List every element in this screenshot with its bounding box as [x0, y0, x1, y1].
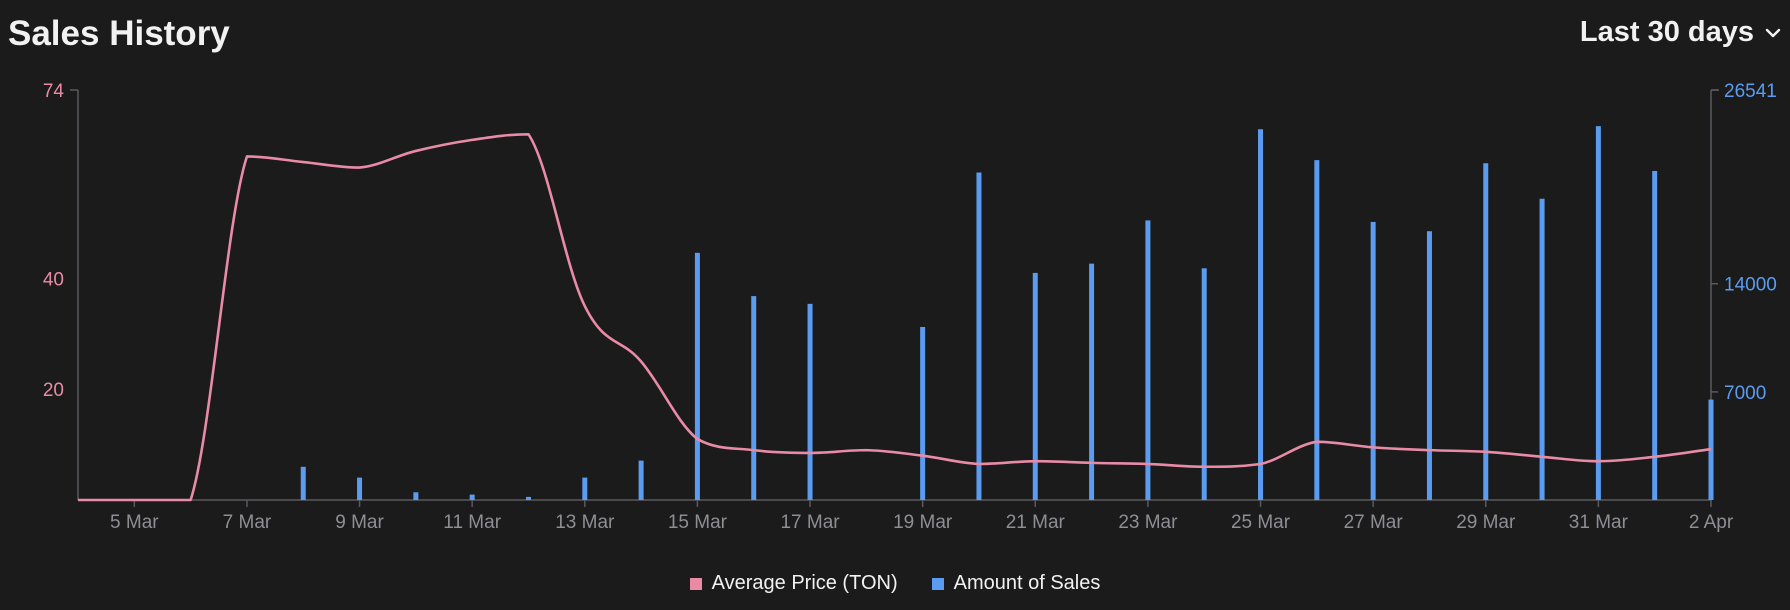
chart-legend: Average Price (TON) Amount of Sales: [0, 572, 1790, 595]
x-tick-label: 15 Mar: [668, 512, 728, 533]
y-left-tick-label: 20: [43, 380, 64, 401]
sales-bar: [357, 477, 363, 500]
sales-bar: [1426, 231, 1432, 500]
legend-label-sales: Amount of Sales: [953, 572, 1101, 594]
sales-bar: [1483, 163, 1489, 500]
sales-bar: [638, 460, 644, 500]
x-tick-label: 7 Mar: [223, 512, 272, 533]
legend-item-sales[interactable]: Amount of Sales: [931, 572, 1101, 595]
sales-bar: [1258, 129, 1264, 500]
x-tick-label: 13 Mar: [555, 512, 615, 533]
sales-bar: [1201, 268, 1207, 500]
x-tick-label: 5 Mar: [110, 512, 159, 533]
chevron-down-icon: [1765, 28, 1781, 37]
x-tick-label: 19 Mar: [893, 512, 953, 533]
sales-bar: [1032, 272, 1038, 500]
x-tick-label: 29 Mar: [1456, 512, 1516, 533]
x-tick-label: 25 Mar: [1231, 512, 1291, 533]
y-left-tick-label: 40: [43, 269, 64, 290]
x-tick-label: 23 Mar: [1118, 512, 1178, 533]
y-right-tick-label: 14000: [1724, 275, 1777, 296]
sales-bar: [751, 296, 757, 500]
sales-bar: [1089, 263, 1095, 500]
sales-bar: [300, 466, 306, 500]
sales-bar: [920, 326, 926, 500]
sales-bar: [582, 477, 588, 500]
x-tick-label: 21 Mar: [1006, 512, 1066, 533]
x-tick-label: 31 Mar: [1569, 512, 1629, 533]
sales-bar: [525, 496, 531, 500]
price-line: [77, 133, 1712, 502]
date-range-label: Last 30 days: [1579, 16, 1754, 48]
legend-swatch-sales: [931, 577, 944, 590]
sales-bar: [1145, 220, 1151, 500]
sales-bar: [413, 492, 419, 500]
sales-bar: [1595, 126, 1601, 500]
date-range-dropdown[interactable]: Last 30 days: [1580, 16, 1782, 49]
x-tick-label: 27 Mar: [1344, 512, 1404, 533]
sales-bar: [469, 494, 475, 500]
sales-bar: [1314, 160, 1320, 501]
sales-bar: [807, 303, 813, 500]
sales-bar: [1370, 221, 1376, 500]
legend-item-price[interactable]: Average Price (TON): [689, 572, 898, 595]
x-tick-label: 11 Mar: [443, 512, 501, 533]
sales-bar: [1652, 170, 1658, 500]
x-tick-label: 2 Apr: [1689, 512, 1734, 533]
sales-bar: [1539, 198, 1545, 500]
x-tick-label: 9 Mar: [335, 512, 384, 533]
sales-bar: [694, 252, 700, 500]
page-title: Sales History: [8, 14, 230, 53]
legend-label-price: Average Price (TON): [711, 572, 898, 594]
y-right-tick-label: 7000: [1724, 383, 1766, 404]
x-tick-label: 17 Mar: [780, 512, 840, 533]
y-left-tick-label: 74: [43, 81, 65, 102]
y-right-tick-label: 26541: [1724, 81, 1777, 102]
legend-swatch-price: [689, 577, 702, 590]
sales-bar: [976, 172, 982, 500]
